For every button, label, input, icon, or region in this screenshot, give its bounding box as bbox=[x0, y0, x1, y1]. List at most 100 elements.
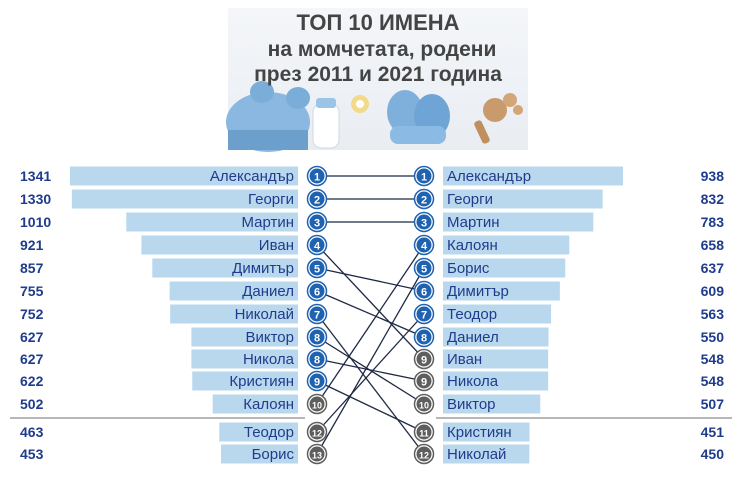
bar-2021-9 bbox=[443, 349, 549, 369]
rank-2021-1-rank: 1 bbox=[421, 172, 427, 184]
name-2011-5: Димитър bbox=[232, 260, 294, 277]
bar-2021-3 bbox=[443, 212, 594, 232]
bar-2021-7 bbox=[443, 304, 552, 324]
name-2021-5: Борис bbox=[447, 260, 490, 277]
rank-2021-2-rank: 2 bbox=[421, 195, 427, 207]
rank-2021-8-rank: 8 bbox=[421, 333, 427, 345]
title-line-1: ТОП 10 ИМЕНА bbox=[296, 10, 459, 35]
rank-2021-10-badge-fill bbox=[416, 373, 432, 389]
connector-12 bbox=[316, 313, 425, 433]
title-line-3: през 2011 и 2021 година bbox=[254, 63, 502, 86]
bar-2021-1 bbox=[443, 166, 623, 186]
name-2021-2: Георги bbox=[447, 191, 493, 208]
name-2021-3: Мартин bbox=[447, 214, 500, 231]
bar-2011-12 bbox=[219, 422, 298, 442]
rank-2021-13-badge-fill bbox=[416, 446, 432, 462]
rank-2011-11-rank: 10 bbox=[312, 401, 322, 411]
rank-2011-3-rank: 3 bbox=[314, 218, 320, 230]
connector-5 bbox=[316, 267, 425, 292]
rank-2011-7-rank: 7 bbox=[314, 310, 320, 322]
rank-2011-12-badge-fill bbox=[309, 424, 325, 440]
value-2021-4: 658 bbox=[701, 237, 725, 253]
rank-2011-12-rank: 12 bbox=[312, 429, 322, 439]
title-line-2: на момчетата, родени bbox=[268, 38, 497, 61]
rank-2011-7-badge-fill bbox=[309, 306, 325, 322]
rank-2011-2-badge-fill bbox=[309, 191, 325, 207]
value-2021-13: 450 bbox=[701, 446, 725, 462]
bar-2021-11 bbox=[443, 394, 541, 414]
bar-2011-4 bbox=[141, 235, 298, 255]
rank-2011-5-badge-fill bbox=[309, 260, 325, 276]
bar-2021-2 bbox=[443, 189, 603, 209]
name-2021-12: Кристиян bbox=[447, 424, 512, 441]
name-2021-13: Николай bbox=[447, 446, 506, 463]
rank-2011-13-rank: 13 bbox=[312, 451, 322, 461]
rank-2011-4-badge-fill bbox=[309, 237, 325, 253]
rank-2011-9-badge-fill bbox=[309, 351, 325, 367]
bar-2011-13 bbox=[220, 444, 298, 464]
name-2021-6: Димитър bbox=[447, 283, 509, 300]
rank-2021-8-badge-fill bbox=[416, 329, 432, 345]
bar-2011-5 bbox=[152, 258, 298, 278]
bar-2011-2 bbox=[71, 189, 299, 209]
bar-2021-10 bbox=[443, 371, 549, 391]
rank-2021-10-rank: 9 bbox=[421, 377, 427, 389]
bar-2021-5 bbox=[443, 258, 566, 278]
rank-connectors bbox=[316, 175, 425, 455]
rank-2011-8-rank: 8 bbox=[314, 333, 320, 345]
rank-2011-1-badge-fill bbox=[309, 168, 325, 184]
rank-2021-12-badge-fill bbox=[416, 424, 432, 440]
rank-2011-3-badge-fill bbox=[309, 214, 325, 230]
value-2021-7: 563 bbox=[701, 306, 725, 322]
bar-2011-8 bbox=[191, 327, 298, 347]
bar-2021-12 bbox=[443, 422, 530, 442]
value-2011-10: 622 bbox=[20, 373, 44, 389]
rank-2021-3-rank: 3 bbox=[421, 218, 427, 230]
value-2011-13: 453 bbox=[20, 446, 44, 462]
bar-2021-8 bbox=[443, 327, 549, 347]
value-2011-3: 1010 bbox=[20, 214, 51, 230]
name-2021-4: Калоян bbox=[447, 237, 498, 254]
value-2011-9: 627 bbox=[20, 351, 44, 367]
rank-2021-5-rank: 5 bbox=[421, 264, 427, 276]
rank-2011-6-badge-fill bbox=[309, 283, 325, 299]
name-2011-8: Виктор bbox=[245, 329, 294, 346]
bar-2011-6 bbox=[169, 281, 298, 301]
value-2021-5: 637 bbox=[701, 260, 725, 276]
value-2021-12: 451 bbox=[701, 424, 725, 440]
connector-9 bbox=[316, 358, 425, 382]
value-2021-6: 609 bbox=[701, 283, 725, 299]
bar-2011-11 bbox=[212, 394, 298, 414]
panel-2021: Александър 938 1 Георги 832 2 Мартин 783 3 Калоян… bbox=[413, 165, 725, 465]
value-2011-8: 627 bbox=[20, 329, 44, 345]
name-2021-7: Теодор bbox=[447, 306, 497, 323]
value-2011-2: 1330 bbox=[20, 191, 51, 207]
name-2021-8: Даниел bbox=[447, 329, 499, 346]
connector-6 bbox=[316, 290, 425, 338]
rank-2011-8-badge-fill bbox=[309, 329, 325, 345]
rank-2011-5-rank: 5 bbox=[314, 264, 320, 276]
name-2011-9: Никола bbox=[243, 351, 295, 368]
value-2021-1: 938 bbox=[701, 168, 725, 184]
baby-items-illustration bbox=[226, 81, 523, 152]
rank-2011-2-rank: 2 bbox=[314, 195, 320, 207]
title-banner: ТОП 10 ИМЕНА на момчетата, родени през 2… bbox=[226, 8, 528, 152]
bar-2011-3 bbox=[126, 212, 298, 232]
bar-2021-13 bbox=[443, 444, 530, 464]
name-2011-13: Борис bbox=[252, 446, 295, 463]
rank-2021-4-badge-fill bbox=[416, 237, 432, 253]
value-2021-2: 832 bbox=[701, 191, 725, 207]
rank-2011-6-rank: 6 bbox=[314, 287, 320, 299]
name-2011-10: Кристиян bbox=[229, 373, 294, 390]
name-2011-1: Александър bbox=[210, 168, 294, 185]
rank-2021-13-rank: 12 bbox=[419, 451, 429, 461]
value-2021-9: 548 bbox=[701, 351, 725, 367]
rank-2021-7-badge-fill bbox=[416, 306, 432, 322]
rank-2021-12-rank: 11 bbox=[419, 429, 429, 439]
rank-2021-9-rank: 9 bbox=[421, 355, 427, 367]
rank-2021-11-badge-fill bbox=[416, 396, 432, 412]
value-2011-6: 755 bbox=[20, 283, 44, 299]
bar-2011-10 bbox=[192, 371, 298, 391]
rank-2011-11-badge-fill bbox=[309, 396, 325, 412]
